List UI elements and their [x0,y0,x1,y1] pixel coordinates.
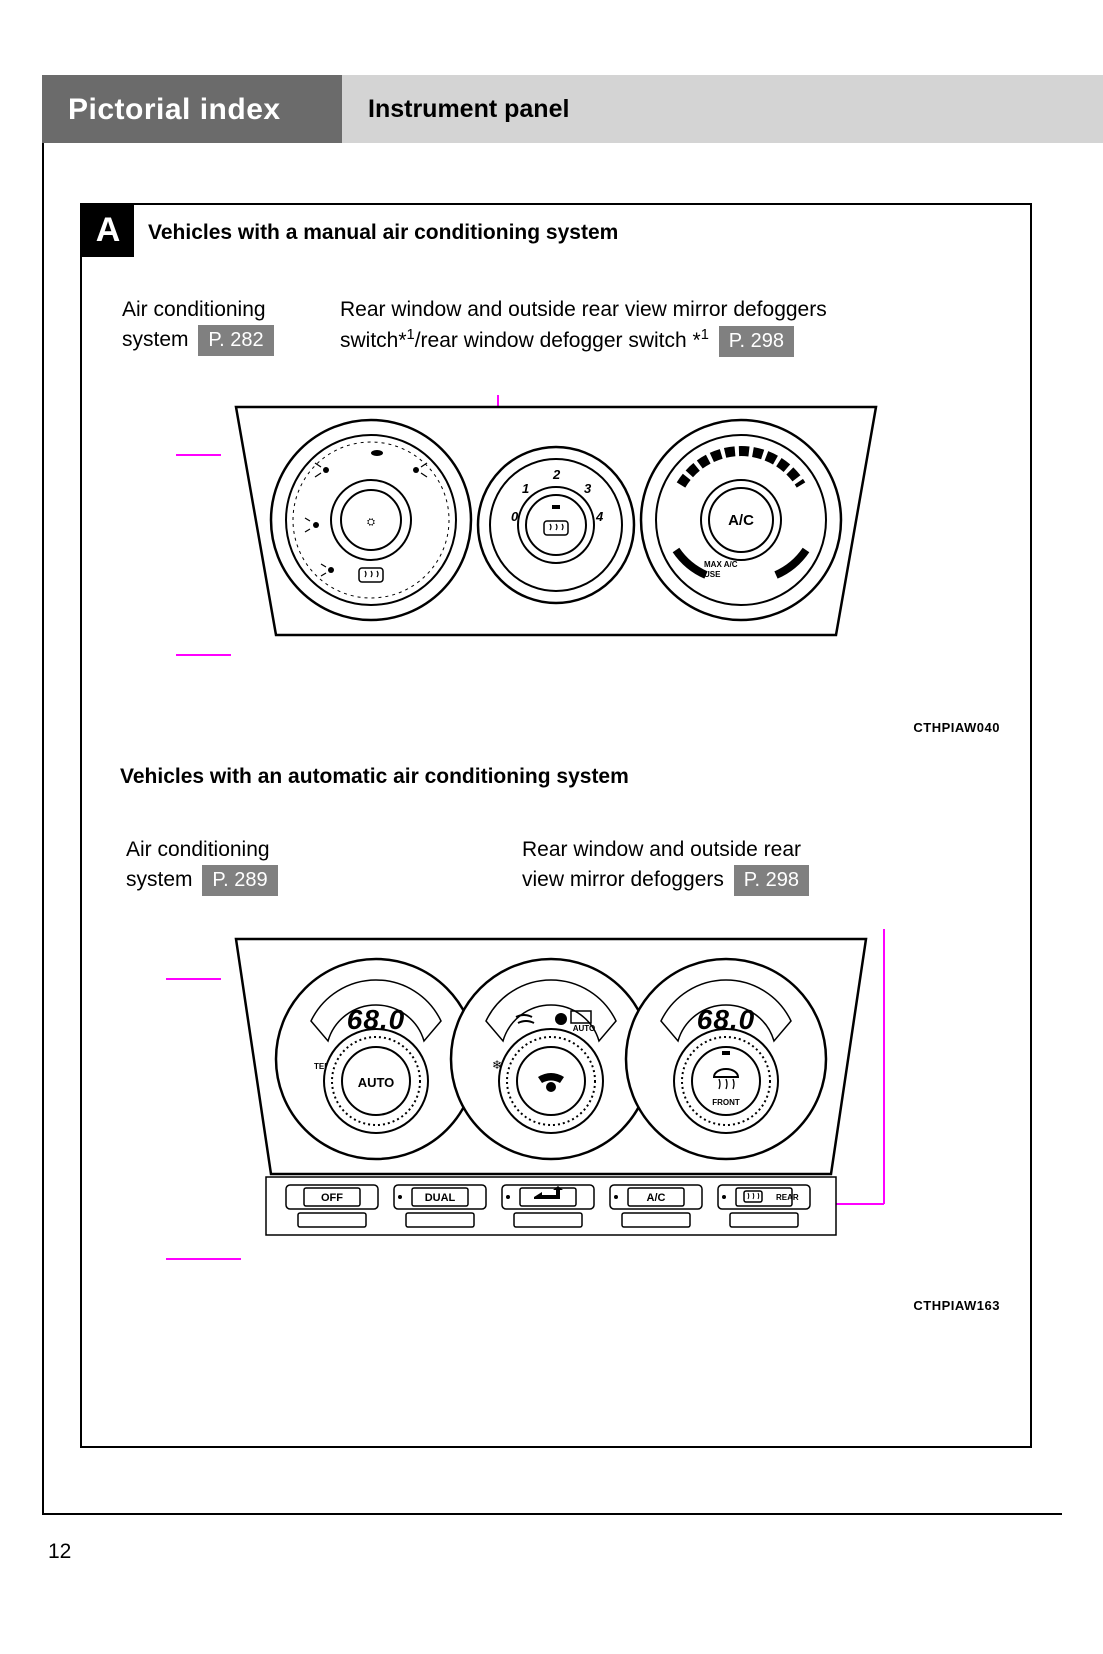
vent-icon [371,450,383,456]
manual-ac-svg: ⛭ [176,395,936,705]
image-code: CTHPIAW040 [82,720,1000,735]
auto-ac-svg: 68.0 TEMP AUTO AUTO [166,929,946,1289]
callout-defogger: Rear window and outside rear view mirror… [340,295,960,357]
callout-text: view mirror defoggers [522,868,724,891]
rear-defog-button[interactable]: REAR [718,1185,810,1227]
right-temp-dial: 68.0 TEMP FRONT [626,959,826,1159]
callout-ac-system-auto: Air conditioning system P. 289 [126,835,278,896]
header-section-title: Pictorial index [42,75,342,143]
callout-text: system [122,328,189,351]
auto-label: AUTO [358,1075,395,1090]
rear-defog-icon [744,1191,762,1202]
section-letter-badge: A [82,205,134,257]
manual-ac-diagram: ⛭ [176,395,936,710]
fan-1: 1 [522,481,529,496]
rear-label: REAR [776,1193,799,1202]
footnote-sup: 1 [407,327,415,343]
page-ref[interactable]: P. 282 [198,325,273,356]
left-temp-dial: 68.0 TEMP AUTO [276,959,476,1159]
page-ref[interactable]: P. 298 [719,326,794,357]
header-page-title: Instrument panel [342,75,1103,143]
off-label: OFF [321,1192,343,1204]
page-number: 12 [48,1540,71,1564]
mode-dial: ⛭ [271,420,471,620]
section1-title: Vehicles with a manual air conditioning … [148,221,1030,245]
dual-button[interactable]: DUAL [394,1185,486,1227]
fan-2: 2 [552,467,561,482]
front-label: FRONT [712,1098,740,1107]
page-ref[interactable]: P. 298 [734,865,809,896]
section2-title: Vehicles with an automatic air condition… [120,765,1030,789]
callout-text: Air conditioning [122,298,266,321]
callout-text: Rear window and outside rear [522,838,801,861]
callout-text: system [126,868,193,891]
page-frame: Pictorial index Instrument panel A Vehic… [42,75,1062,1515]
ac-label: A/C [728,512,754,529]
callout-defogger-auto: Rear window and outside rear view mirror… [522,835,962,896]
footnote-sup: 1 [701,327,709,343]
max-ac-label: MAX A/C [704,560,738,569]
car-icon: ⛭ [367,517,375,528]
callout-text: Rear window and outside rear view mirror… [340,298,827,321]
auto-ac-diagram: 68.0 TEMP AUTO AUTO [166,929,946,1294]
image-code: CTHPIAW163 [82,1298,1000,1313]
off-button[interactable]: OFF [286,1185,378,1227]
recirc-button[interactable] [502,1185,594,1227]
temp-dial: A/C MAX A/C USE [641,420,841,620]
page-ref[interactable]: P. 289 [202,865,277,896]
fan-0: 0 [511,509,519,524]
button-row: OFF DUAL [266,1177,836,1235]
dual-label: DUAL [425,1192,456,1204]
ac-btn-label: A/C [647,1192,666,1204]
callout-text: Air conditioning [126,838,270,861]
header-bar: Pictorial index Instrument panel [42,75,1103,143]
fan-dial: 0 1 2 3 4 [478,447,634,603]
dial-indicator [552,505,560,509]
callout-text: /rear window defogger switch * [415,329,701,352]
ac-button[interactable]: A/C [610,1185,702,1227]
fan-4: 4 [595,509,604,524]
callout-text: switch* [340,329,407,352]
content-box: A Vehicles with a manual air conditionin… [80,203,1032,1448]
auto-small: AUTO [573,1024,596,1033]
fan-3: 3 [584,481,592,496]
callout-ac-system: Air conditioning system P. 282 [122,295,274,356]
use-label: USE [704,570,721,579]
center-mode-dial: AUTO ❄ [451,959,651,1159]
